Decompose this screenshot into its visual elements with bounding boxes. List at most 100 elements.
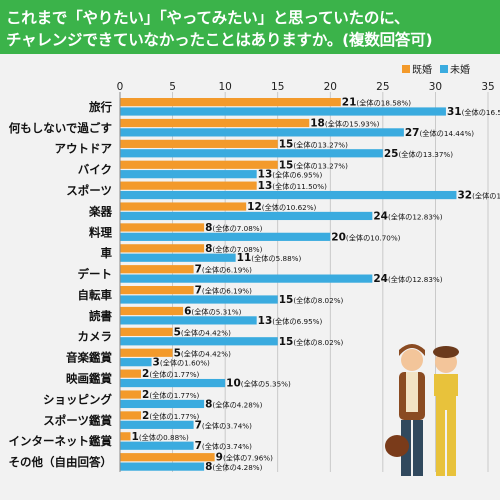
category-label: スポーツ鑑賞 <box>43 413 112 427</box>
bar <box>120 181 257 190</box>
data-value: 9 <box>216 452 223 464</box>
data-label: 31(全体の16.58%) <box>447 106 500 118</box>
data-value: 15 <box>279 294 294 306</box>
bar <box>120 118 310 128</box>
data-label: 1(全体の0.88%) <box>132 431 190 443</box>
bar <box>120 327 173 336</box>
data-note: (全体の1.77%) <box>149 412 199 421</box>
data-value: 12 <box>247 201 262 213</box>
data-note: (全体の13.27%) <box>293 161 348 170</box>
data-value: 21 <box>342 97 357 109</box>
bar <box>120 378 226 388</box>
bar <box>120 411 142 420</box>
bar <box>120 453 215 462</box>
data-value: 13 <box>258 180 273 192</box>
data-note: (全体の1.77%) <box>149 370 199 379</box>
chart-title-line-2: チャレンジできていなかったことはありますか。(複数回答可) <box>6 31 433 49</box>
data-value: 3 <box>153 357 160 369</box>
data-note: (全体の15.93%) <box>325 119 380 128</box>
data-label: 2(全体の1.77%) <box>142 410 200 422</box>
data-note: (全体の13.37%) <box>398 150 453 159</box>
data-label: 32(全体の17.11%) <box>457 190 500 202</box>
data-value: 8 <box>205 222 212 234</box>
x-tick-label: 25 <box>376 81 389 93</box>
data-note: (全体の10.70%) <box>346 233 401 242</box>
category-label: 自転車 <box>78 288 113 302</box>
data-label: 13(全体の6.95%) <box>258 169 323 181</box>
bar <box>120 420 194 429</box>
data-value: 5 <box>174 347 181 359</box>
data-label: 24(全体の12.83%) <box>373 210 442 222</box>
data-value: 27 <box>405 127 420 139</box>
data-note: (全体の6.19%) <box>202 266 252 275</box>
category-label: ショッピング <box>43 392 112 406</box>
category-label: 映画鑑賞 <box>66 372 112 386</box>
data-value: 24 <box>373 273 388 285</box>
data-value: 2 <box>142 410 149 422</box>
data-value: 7 <box>195 285 202 297</box>
data-note: (全体の12.83%) <box>388 212 443 221</box>
category-label: インターネット鑑賞 <box>9 434 113 448</box>
data-note: (全体の13.27%) <box>293 140 348 149</box>
man-head <box>401 349 423 371</box>
data-label: 2(全体の1.77%) <box>142 368 200 380</box>
data-value: 15 <box>279 138 294 150</box>
data-note: (全体の10.62%) <box>262 203 317 212</box>
bar <box>120 202 247 211</box>
x-tick-label: 5 <box>169 81 176 93</box>
bar <box>120 265 194 274</box>
woman-hair <box>433 346 459 358</box>
data-note: (全体の18.58%) <box>356 99 411 108</box>
data-value: 5 <box>174 326 181 338</box>
bar <box>120 306 184 316</box>
data-value: 15 <box>279 336 294 348</box>
data-value: 6 <box>184 305 191 317</box>
x-tick-label: 35 <box>481 81 494 93</box>
data-note: (全体の14.44%) <box>420 129 475 138</box>
data-label: 21(全体の18.58%) <box>342 97 411 109</box>
category-label: カメラ <box>78 330 113 344</box>
data-label: 2(全体の1.77%) <box>142 389 200 401</box>
data-value: 13 <box>258 169 273 181</box>
bar <box>120 107 446 116</box>
data-note: (全体の5.31%) <box>191 307 241 316</box>
data-note: (全体の3.74%) <box>202 442 252 451</box>
data-note: (全体の7.08%) <box>212 224 262 233</box>
data-value: 1 <box>132 431 139 443</box>
bar <box>120 286 194 295</box>
category-label: スポーツ <box>66 184 112 198</box>
category-label: 旅行 <box>89 100 112 114</box>
title-band: これまで「やりたい」「やってみたい」と思っていたのに、 チャレンジできていなかっ… <box>0 0 500 54</box>
data-label: 5(全体の4.42%) <box>174 347 232 359</box>
data-value: 25 <box>384 148 399 160</box>
bar <box>120 369 142 378</box>
couple-illustration <box>385 344 459 476</box>
bar <box>120 98 341 107</box>
data-label: 7(全体の6.19%) <box>195 264 253 276</box>
bar <box>120 128 404 137</box>
data-label: 6(全体の5.31%) <box>184 305 242 317</box>
bar <box>120 253 236 262</box>
bar <box>120 244 205 253</box>
data-note: (全体の16.58%) <box>462 108 500 117</box>
data-label: 11(全体の5.88%) <box>237 252 302 264</box>
data-note: (全体の6.95%) <box>272 171 322 180</box>
data-value: 7 <box>195 264 202 276</box>
data-label: 9(全体の7.96%) <box>216 452 274 464</box>
data-note: (全体の8.02%) <box>293 338 343 347</box>
category-label: 車 <box>101 246 113 260</box>
data-value: 18 <box>310 117 325 129</box>
bar <box>120 441 194 450</box>
bar <box>120 348 173 357</box>
data-note: (全体の6.95%) <box>272 317 322 326</box>
data-value: 31 <box>447 106 462 118</box>
data-note: (全体の4.42%) <box>181 328 231 337</box>
data-label: 8(全体の7.08%) <box>205 243 263 255</box>
data-value: 32 <box>457 190 472 202</box>
bar <box>120 432 131 441</box>
data-label: 8(全体の4.28%) <box>205 398 263 410</box>
data-note: (全体の11.50%) <box>272 182 327 191</box>
woman-leg-left <box>436 410 445 476</box>
man-hair <box>399 344 425 356</box>
data-note: (全体の17.11%) <box>472 192 500 201</box>
